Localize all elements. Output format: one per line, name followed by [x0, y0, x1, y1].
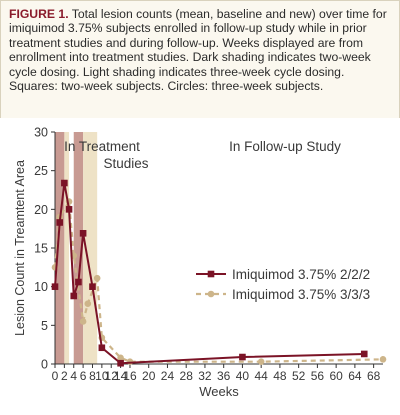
y-tick-label: 0 [41, 358, 48, 372]
data-point-square [360, 350, 368, 358]
data-point-square [65, 206, 73, 213]
legend-marker-square [207, 270, 215, 278]
data-point-circle [93, 274, 101, 282]
x-tick-label: 28 [180, 369, 194, 383]
figure-caption: FIGURE 1. Total lesion counts (mean, bas… [9, 7, 393, 93]
legend-marker-circle [207, 290, 215, 298]
x-tick-label: 36 [217, 369, 231, 383]
x-tick-label: 20 [142, 369, 156, 383]
x-axis-label: Weeks [199, 384, 239, 399]
annotation-studies: Studies [103, 156, 148, 171]
x-tick-label: 48 [273, 369, 287, 383]
x-tick-label: 68 [367, 369, 381, 383]
y-tick-label: 25 [34, 164, 48, 178]
data-point-square [79, 230, 87, 237]
x-tick-label: 60 [329, 369, 343, 383]
data-point-square [61, 179, 68, 187]
shading-band-dark [73, 132, 84, 364]
y-axis-label: Lesion Count in Treamtent Area [13, 160, 27, 336]
data-point-square [70, 292, 78, 300]
annotation-in-treatment: In Treatment [64, 139, 140, 154]
x-tick-label: 32 [198, 369, 212, 383]
data-point-square [239, 353, 246, 361]
x-tick-label: 16 [123, 369, 137, 383]
x-tick-label: 4 [70, 369, 77, 383]
shading-band-light [64, 132, 70, 364]
y-tick-label: 10 [34, 280, 48, 294]
data-point-square [75, 278, 82, 286]
x-tick-label: 8 [89, 369, 96, 383]
x-tick-label: 14 [114, 369, 128, 383]
legend-label-1: Imiquimod 3.75% 2/2/2 [232, 267, 370, 282]
data-point-circle [117, 354, 124, 362]
data-point-square [51, 283, 59, 290]
figure-caption-text: Total lesion counts (mean, baseline and … [9, 7, 387, 94]
data-point-square [98, 344, 106, 352]
data-point-square [117, 359, 124, 367]
data-point-circle [79, 318, 87, 325]
data-point-circle [84, 300, 92, 307]
data-point-circle [257, 358, 265, 365]
x-tick-label: 56 [311, 369, 325, 383]
data-point-circle [379, 356, 387, 363]
y-tick-label: 30 [34, 126, 48, 140]
x-tick-label: 52 [292, 369, 306, 383]
legend-label-2: Imiquimod 3.75% 3/3/3 [232, 287, 370, 302]
x-tick-label: 44 [254, 369, 268, 383]
y-tick-label: 5 [41, 319, 48, 333]
shading-band-dark [55, 132, 65, 364]
x-tick-label: 2 [61, 369, 68, 383]
data-point-square [89, 283, 96, 290]
figure-label: FIGURE 1. [9, 7, 69, 21]
x-tick-label: 64 [348, 369, 362, 383]
x-tick-label: 6 [80, 369, 87, 383]
x-tick-label: 40 [236, 369, 250, 383]
x-tick-label: 10 [95, 369, 109, 383]
y-tick-label: 20 [34, 203, 48, 217]
x-tick-label: 0 [52, 369, 59, 383]
chart-area: 0 5 10 15 20 25 30 0 2 4 6 8 10 12 14 16 20 24 28 32 36 40 44 4… [0, 118, 400, 415]
series-line-1 [54, 182, 365, 365]
x-tick-label: 24 [161, 369, 175, 383]
x-tick-label: 12 [105, 369, 119, 383]
y-tick-label: 15 [34, 242, 48, 256]
data-point-square [56, 219, 63, 226]
annotation-follow-up: In Follow-up Study [229, 139, 341, 154]
